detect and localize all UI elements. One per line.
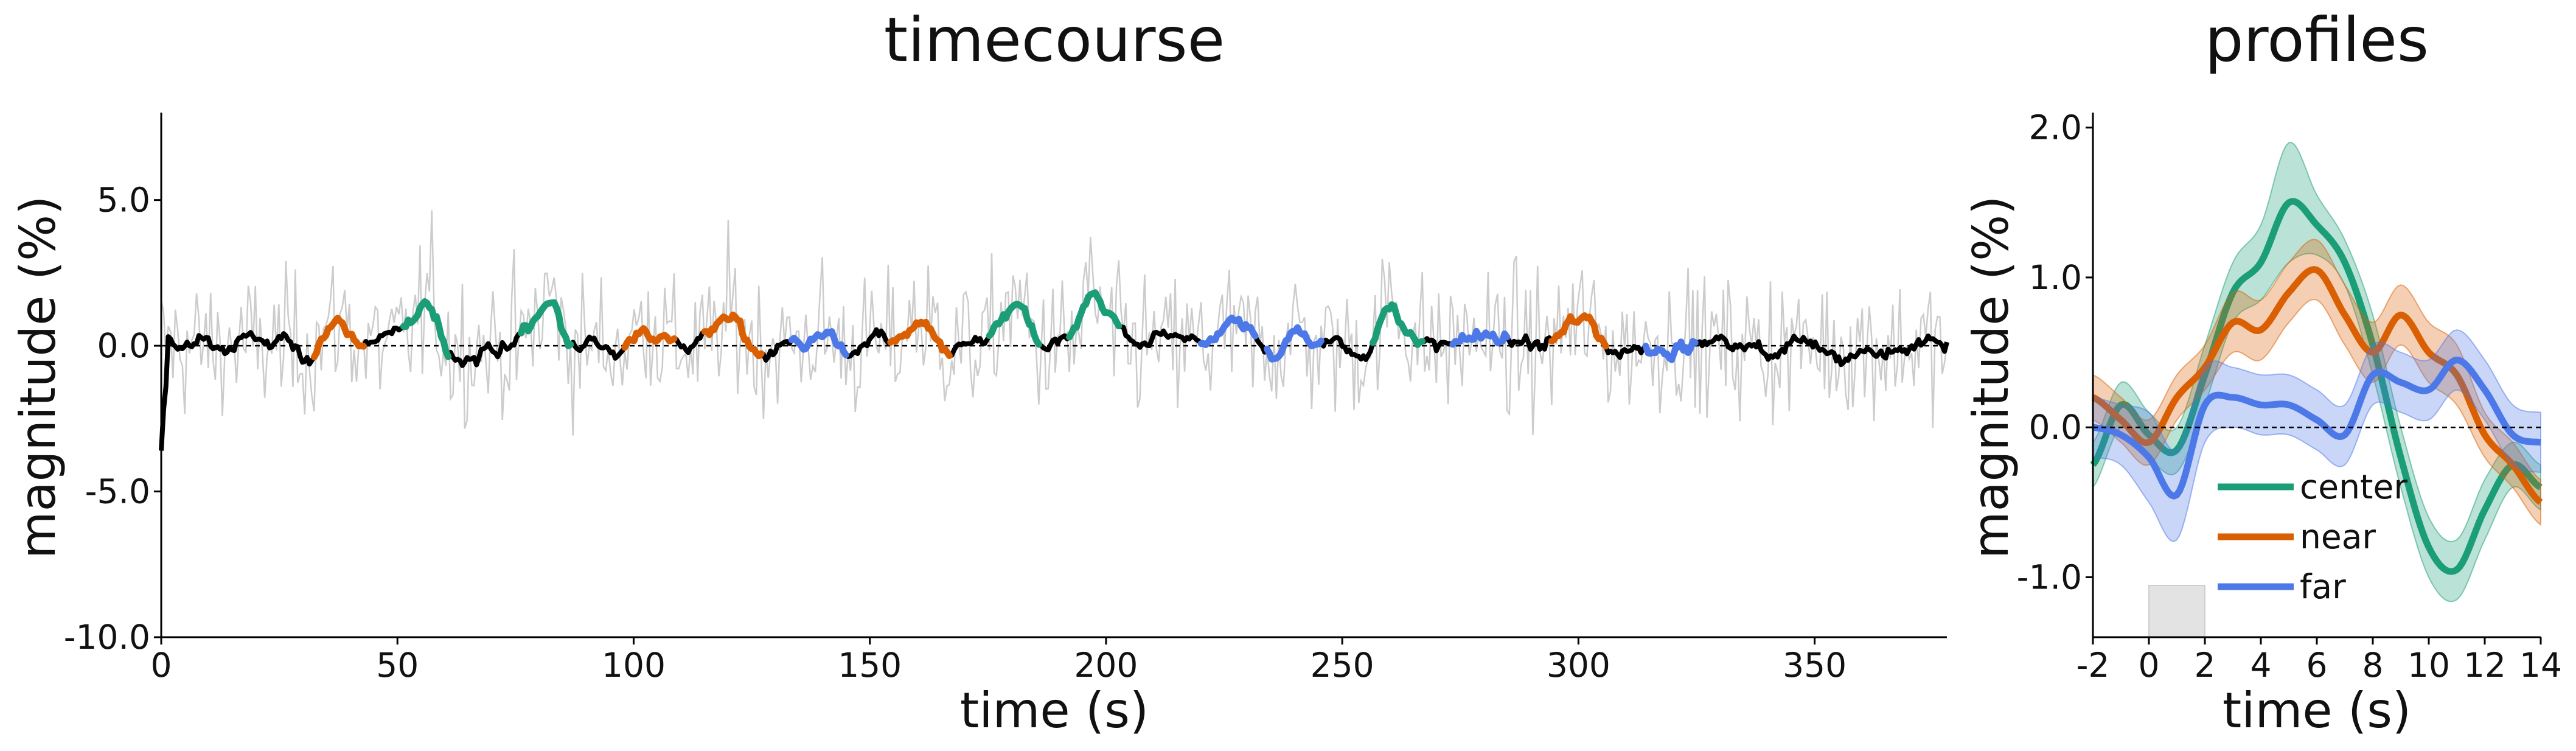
- profiles-xtick-label: 12: [2463, 646, 2506, 685]
- timecourse-xtick-label: 100: [602, 646, 666, 685]
- profiles-xtick-label: 4: [2251, 646, 2272, 685]
- timecourse-xtick-label: 0: [151, 646, 172, 685]
- profiles-xtick-label: 8: [2362, 646, 2384, 685]
- timecourse-xtick-label: 350: [1783, 646, 1847, 685]
- profiles-xtick-label: 14: [2519, 646, 2562, 685]
- timecourse-ticks: 0 50 100 150 200 250 300 350 -10.0 -5.0 0.0 5.0: [64, 113, 1947, 685]
- timecourse-xtick-label: 50: [376, 646, 419, 685]
- profiles-ytick-label: 0.0: [2029, 408, 2082, 447]
- condition-block-center-8: [1066, 289, 1123, 341]
- profiles-legend: center near far: [2218, 467, 2407, 606]
- profiles-ylabel: magnitude (%): [1963, 196, 2019, 559]
- condition-block-near-6: [887, 318, 953, 359]
- condition-block-center-1: [400, 298, 452, 360]
- profile-line-near: [2091, 266, 2543, 505]
- timecourse-ytick-label: 5.0: [97, 181, 150, 220]
- condition-block-center-11: [1370, 301, 1426, 348]
- timecourse-xlabel: time (s): [960, 682, 1149, 739]
- profiles-plot-area: [2090, 141, 2543, 638]
- condition-block-far-12: [1449, 327, 1511, 348]
- timecourse-title: timecourse: [884, 4, 1225, 75]
- condition-block-near-4: [701, 311, 765, 360]
- legend-label-far: far: [2300, 567, 2346, 606]
- legend-label-near: near: [2300, 517, 2376, 556]
- timecourse-ylabel: magnitude (%): [10, 196, 66, 559]
- condition-block-far-5: [788, 328, 849, 358]
- timecourse-ytick-label: 0.0: [97, 326, 150, 365]
- profiles-xtick-label: -2: [2076, 646, 2110, 685]
- timecourse-panel: timecourse time (s) magnitude (%) 0 50 100…: [10, 4, 1949, 739]
- condition-block-center-7: [986, 301, 1042, 348]
- condition-block-far-9: [1197, 314, 1259, 348]
- legend-label-center: center: [2300, 467, 2407, 506]
- condition-block-center-2: [518, 299, 574, 349]
- timecourse-xtick-label: 250: [1311, 646, 1374, 685]
- profiles-ytick-label: -1.0: [2017, 557, 2082, 596]
- profiles-xtick-label: 2: [2195, 646, 2216, 685]
- profiles-xlabel: time (s): [2223, 682, 2411, 739]
- stimulus-window: [2148, 585, 2205, 638]
- profile-band-near: [2092, 239, 2541, 526]
- condition-block-near-0: [310, 315, 367, 361]
- profiles-xtick-label: 6: [2306, 646, 2328, 685]
- timecourse-ytick-label: -10.0: [64, 618, 150, 657]
- profile-line-center: [2090, 198, 2543, 575]
- profiles-xtick-label: 0: [2139, 646, 2160, 685]
- timecourse-xtick-label: 300: [1547, 646, 1610, 685]
- condition-block-far-14: [1642, 338, 1699, 363]
- profiles-ticks: -2 0 2 4 6 8 10 12 14 -1.0 0.0 1.0 2.0: [2017, 108, 2562, 685]
- profiles-xtick-label: 10: [2407, 646, 2450, 685]
- profiles-panel: profiles time (s) magnitude (%) -2 0 2 4 6 8 1…: [1963, 4, 2562, 739]
- timecourse-ytick-label: -5.0: [85, 472, 150, 511]
- condition-block-near-13: [1548, 312, 1609, 350]
- timecourse-xtick-label: 200: [1074, 646, 1138, 685]
- condition-block-far-10: [1264, 324, 1325, 363]
- raw-timecourse-line: [160, 210, 1948, 436]
- timecourse-xtick-label: 150: [838, 646, 902, 685]
- profile-line-far: [2092, 356, 2541, 500]
- timecourse-plot-area: [159, 210, 1949, 451]
- profiles-ytick-label: 1.0: [2029, 258, 2082, 297]
- profiles-ytick-label: 2.0: [2029, 108, 2082, 147]
- condition-block-near-3: [621, 325, 678, 351]
- profiles-title: profiles: [2205, 4, 2429, 75]
